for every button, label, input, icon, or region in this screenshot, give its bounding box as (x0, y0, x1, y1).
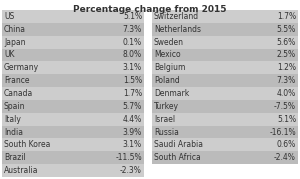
Text: -11.5%: -11.5% (116, 153, 142, 162)
Text: 4.0%: 4.0% (277, 89, 296, 98)
Bar (152, 61, 298, 74)
Text: 1.2%: 1.2% (277, 63, 296, 72)
Text: South Korea: South Korea (4, 140, 50, 149)
Bar (152, 74, 298, 87)
Bar (2, 151, 144, 164)
Bar (2, 23, 144, 36)
Text: France: France (4, 76, 29, 85)
Bar (152, 100, 298, 113)
Text: Canada: Canada (4, 89, 33, 98)
Bar (2, 113, 144, 126)
Text: 5.7%: 5.7% (123, 102, 142, 111)
Bar (2, 100, 144, 113)
Bar (152, 87, 298, 100)
Text: -2.4%: -2.4% (274, 153, 296, 162)
Text: Spain: Spain (4, 102, 26, 111)
Text: 1.7%: 1.7% (277, 12, 296, 21)
Text: Turkey: Turkey (154, 102, 179, 111)
Bar (152, 10, 298, 23)
Bar (2, 139, 144, 151)
Text: -2.3%: -2.3% (120, 166, 142, 175)
Text: China: China (4, 25, 26, 34)
Bar (2, 36, 144, 49)
Text: 5.1%: 5.1% (123, 12, 142, 21)
Text: 3.1%: 3.1% (123, 140, 142, 149)
Bar (2, 61, 144, 74)
Bar (2, 164, 144, 177)
Text: Germany: Germany (4, 63, 39, 72)
Text: 2.5%: 2.5% (277, 50, 296, 59)
Text: -7.5%: -7.5% (274, 102, 296, 111)
Bar (152, 49, 298, 61)
Text: Saudi Arabia: Saudi Arabia (154, 140, 203, 149)
Text: Denmark: Denmark (154, 89, 189, 98)
Text: 0.6%: 0.6% (277, 140, 296, 149)
Text: Mexico: Mexico (154, 50, 181, 59)
Text: Poland: Poland (154, 76, 180, 85)
Text: Belgium: Belgium (154, 63, 185, 72)
Text: 5.5%: 5.5% (277, 25, 296, 34)
Bar (152, 151, 298, 164)
Text: 7.3%: 7.3% (123, 25, 142, 34)
Text: Percentage change from 2015: Percentage change from 2015 (73, 5, 227, 14)
Text: 7.3%: 7.3% (277, 76, 296, 85)
Bar (2, 74, 144, 87)
Bar (152, 126, 298, 139)
Text: Switzerland: Switzerland (154, 12, 199, 21)
Text: Netherlands: Netherlands (154, 25, 201, 34)
Text: Sweden: Sweden (154, 38, 184, 47)
Bar (152, 113, 298, 126)
Bar (152, 36, 298, 49)
Bar (2, 87, 144, 100)
Bar (2, 10, 144, 23)
Text: Brazil: Brazil (4, 153, 26, 162)
Text: US: US (4, 12, 14, 21)
Text: 1.7%: 1.7% (123, 89, 142, 98)
Text: 1.5%: 1.5% (123, 76, 142, 85)
Text: Italy: Italy (4, 115, 21, 124)
Text: 0.1%: 0.1% (123, 38, 142, 47)
Text: Israel: Israel (154, 115, 175, 124)
Bar (2, 49, 144, 61)
Text: South Africa: South Africa (154, 153, 201, 162)
Text: 8.0%: 8.0% (123, 50, 142, 59)
Bar (152, 23, 298, 36)
Text: Japan: Japan (4, 38, 26, 47)
Text: 3.9%: 3.9% (123, 128, 142, 137)
Text: -16.1%: -16.1% (269, 128, 296, 137)
Text: India: India (4, 128, 23, 137)
Text: Australia: Australia (4, 166, 38, 175)
Text: 5.6%: 5.6% (277, 38, 296, 47)
Text: UK: UK (4, 50, 14, 59)
Bar (2, 126, 144, 139)
Text: 4.4%: 4.4% (123, 115, 142, 124)
Text: Russia: Russia (154, 128, 179, 137)
Bar (152, 139, 298, 151)
Text: 3.1%: 3.1% (123, 63, 142, 72)
Text: 5.1%: 5.1% (277, 115, 296, 124)
